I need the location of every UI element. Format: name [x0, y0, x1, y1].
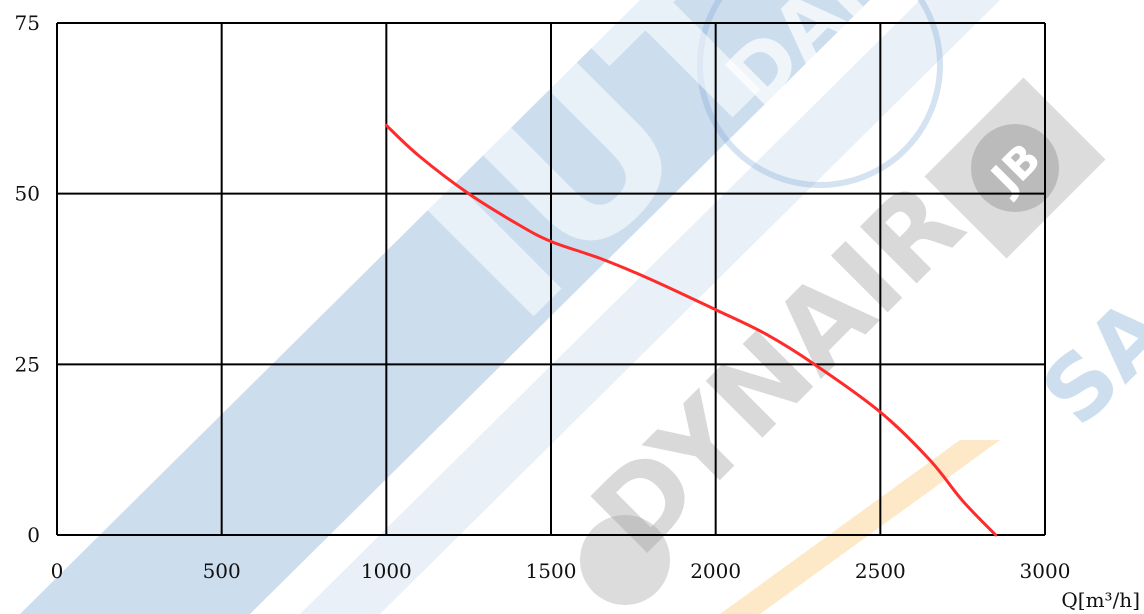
- x-tick-label: 2500: [855, 559, 906, 583]
- y-tick-label: 25: [15, 352, 40, 376]
- watermark-dan-ring: [697, 0, 943, 188]
- y-tick-label: 0: [27, 523, 40, 547]
- y-tick-label: 75: [15, 11, 40, 35]
- watermark-layer: IUT DAN JB DYNAIR SA: [20, 0, 1144, 614]
- y-tick-labels: 0 25 50 75: [15, 11, 40, 547]
- x-tick-label: 2000: [690, 559, 741, 583]
- watermark-logo-jb: JB: [924, 77, 1106, 259]
- grid: [56, 22, 1046, 536]
- series-line-0: [384, 123, 998, 537]
- x-tick-labels: 0 500 1000 1500 2000 2500 3000: [51, 559, 1071, 583]
- watermark-logo-sa: SA: [1022, 279, 1144, 445]
- watermark-dynair-symbol: [580, 515, 670, 605]
- y-tick-label: 50: [15, 182, 40, 206]
- x-tick-label: 1500: [526, 559, 577, 583]
- series-layer: [384, 123, 998, 537]
- x-tick-label: 0: [51, 559, 64, 583]
- x-tick-label: 500: [203, 559, 241, 583]
- x-tick-label: 3000: [1020, 559, 1071, 583]
- x-axis-title: Q[m³/h]: [1061, 588, 1140, 612]
- watermark-orange-shape: [720, 440, 1000, 614]
- x-tick-label: 1000: [361, 559, 412, 583]
- watermark-blue-band-2: [300, 0, 1000, 614]
- watermark-blue-band: [20, 0, 870, 614]
